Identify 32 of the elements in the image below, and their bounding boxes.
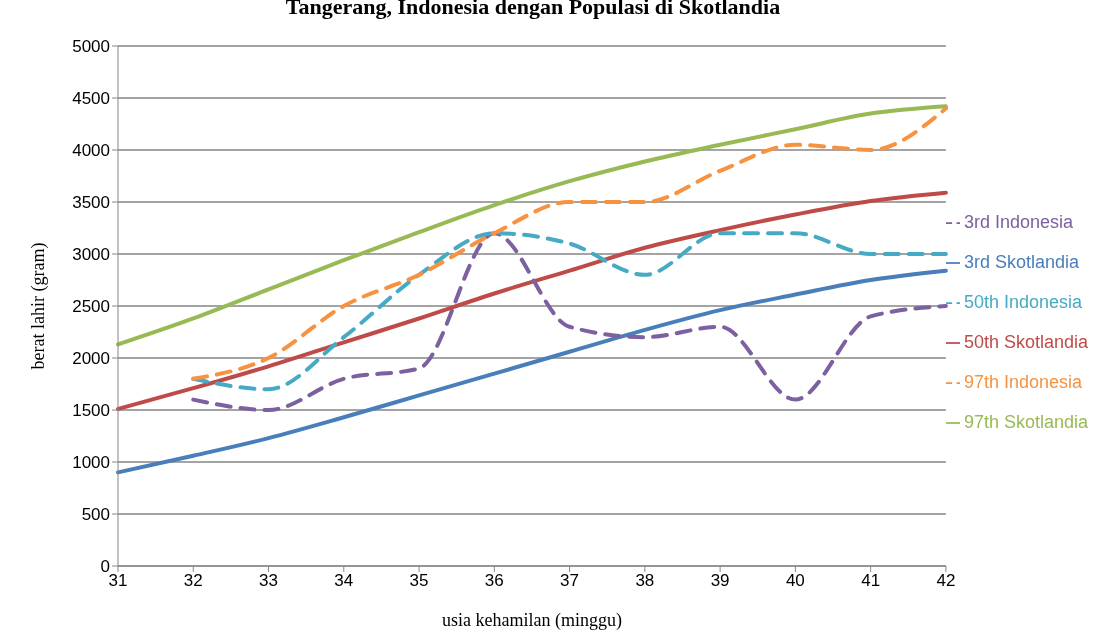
legend-label: 50th Skotlandia [963, 332, 1088, 352]
x-tick-label: 33 [259, 571, 278, 591]
x-tick-label: 34 [334, 571, 354, 591]
legend-label: 50th Indonesia [963, 292, 1083, 312]
y-tick-label: 2500 [72, 297, 110, 317]
y-axis-title: berat lahir (gram) [28, 242, 50, 370]
x-tick-label: 35 [409, 571, 429, 591]
y-tick-label: 1000 [72, 453, 110, 473]
x-tick-label: 42 [936, 571, 956, 591]
legend-label: 3rd Skotlandia [963, 252, 1079, 272]
x-tick-label: 37 [560, 571, 580, 591]
legend-label: 97th Skotlandia [963, 412, 1088, 432]
x-tick-label: 38 [635, 571, 655, 591]
x-tick-label: 40 [785, 571, 805, 591]
legend-label: 97th Indonesia [963, 372, 1083, 392]
y-tick-label: 3000 [72, 245, 110, 265]
y-tick-label: 0 [100, 557, 110, 577]
x-tick-label: 32 [183, 571, 203, 591]
y-tick-label: 500 [81, 505, 110, 525]
y-tick-label: 2000 [72, 349, 110, 369]
y-tick-label: 3500 [72, 193, 110, 213]
x-tick-label: 36 [484, 571, 504, 591]
y-tick-label: 1500 [72, 401, 110, 421]
y-tick-label: 4500 [72, 89, 110, 109]
line-series [191, 106, 948, 381]
legend-label: 3rd Indonesia [963, 212, 1073, 232]
x-tick-label: 39 [710, 571, 730, 591]
y-tick-label: 5000 [72, 37, 110, 57]
x-tick-label: 41 [861, 571, 881, 591]
x-axis-title: usia kehamilan (minggu) [441, 610, 622, 631]
x-tick-label: 31 [108, 571, 128, 591]
y-tick-label: 4000 [72, 141, 110, 161]
